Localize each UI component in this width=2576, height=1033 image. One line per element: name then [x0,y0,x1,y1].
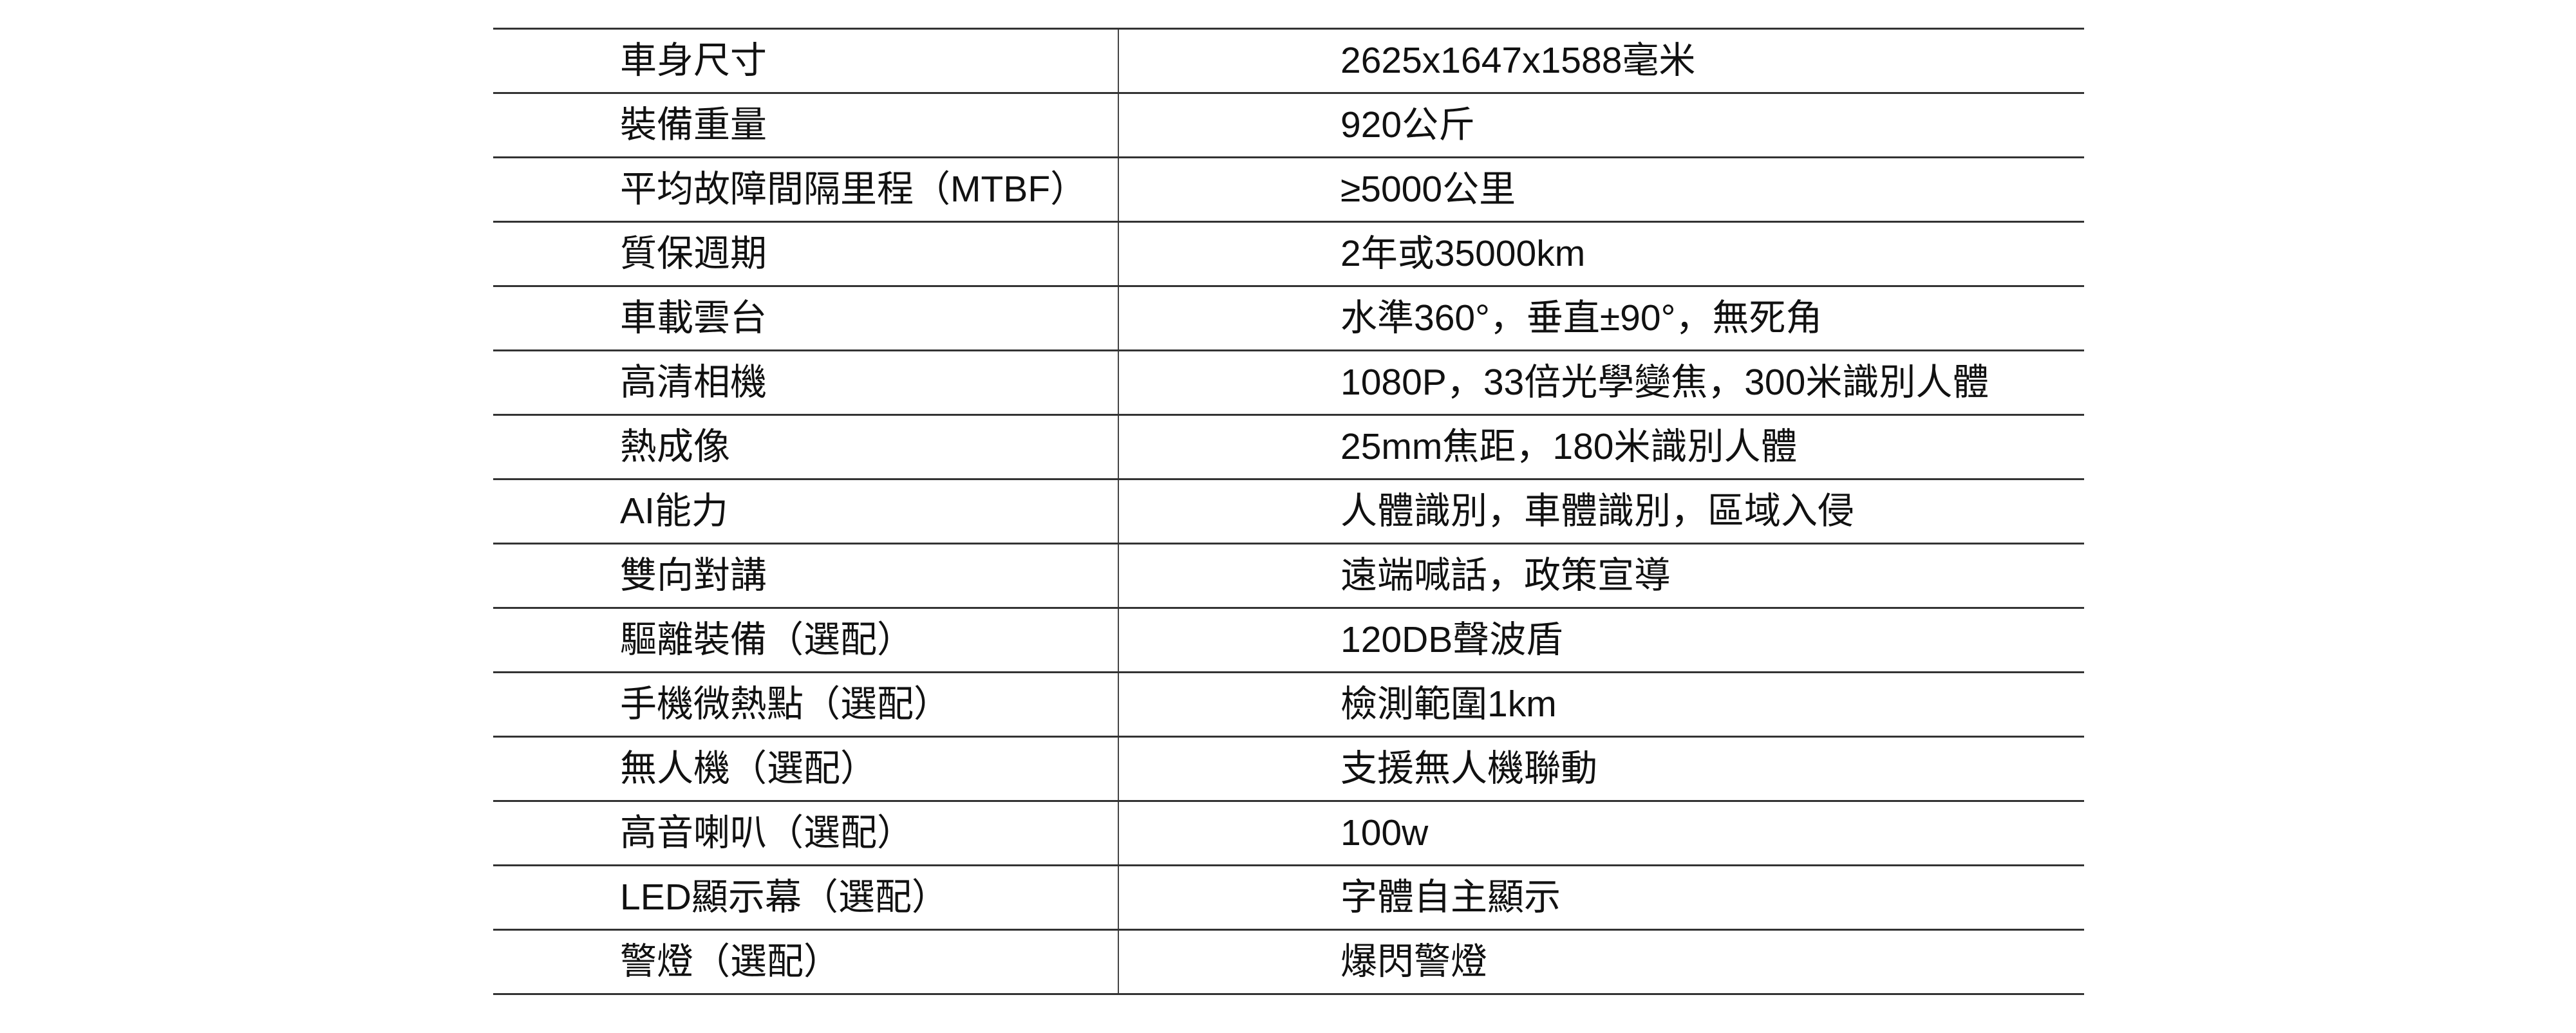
table-row: 車載雲台 水準360°，垂直±90°，無死角 [493,285,2084,349]
spec-label: 無人機（選配） [493,738,1119,800]
spec-label: 高音喇叭（選配） [493,802,1119,864]
table-row: 高清相機 1080P，33倍光學變焦，300米識別人體 [493,349,2084,414]
table-row: 手機微熱點（選配） 檢測範圍1km [493,671,2084,736]
spec-value: 2625x1647x1588毫米 [1340,40,1696,81]
spec-value: 1080P，33倍光學變焦，300米識別人體 [1340,362,1989,403]
table-row: 警燈（選配） 爆閃警燈 [493,929,2084,993]
table-row: 雙向對講 遠端喊話，政策宣導 [493,543,2084,607]
spec-value: 水準360°，垂直±90°，無死角 [1340,297,1823,339]
spec-value: 支援無人機聯動 [1340,748,1597,789]
spec-value: 100w [1340,812,1429,853]
spec-label: 車載雲台 [493,287,1119,349]
spec-label: 手機微熱點（選配） [493,673,1119,736]
spec-label: LED顯示幕（選配） [493,866,1119,929]
spec-value: 遠端喊話，政策宣導 [1340,555,1671,596]
table-row: 質保週期 2年或35000km [493,221,2084,285]
table-row: 無人機（選配） 支援無人機聯動 [493,736,2084,800]
spec-value: 2年或35000km [1340,233,1586,274]
spec-label: 車身尺寸 [493,30,1119,92]
spec-value: 25mm焦距，180米識別人體 [1340,426,1798,467]
spec-label: 質保週期 [493,223,1119,285]
table-row: 裝備重量 920公斤 [493,92,2084,156]
spec-value: 120DB聲波盾 [1340,619,1563,660]
spec-label: 雙向對講 [493,544,1119,607]
spec-label: 熱成像 [493,416,1119,478]
spec-label: 裝備重量 [493,94,1119,156]
spec-value: 字體自主顯示 [1340,877,1561,918]
table-row: 車身尺寸 2625x1647x1588毫米 [493,28,2084,92]
spec-label: 警燈（選配） [493,931,1119,993]
spec-value: 檢測範圍1km [1340,684,1557,725]
table-row: 驅離裝備（選配） 120DB聲波盾 [493,607,2084,671]
spec-label: 驅離裝備（選配） [493,609,1119,671]
spec-value: 爆閃警燈 [1340,941,1487,982]
table-row: LED顯示幕（選配） 字體自主顯示 [493,864,2084,929]
spec-label: 平均故障間隔里程（MTBF） [493,158,1119,221]
spec-label: AI能力 [493,480,1119,543]
table-row: AI能力 人體識別，車體識別，區域入侵 [493,478,2084,543]
spec-value: ≥5000公里 [1340,169,1516,210]
spec-value: 人體識別，車體識別，區域入侵 [1340,490,1854,532]
table-row: 熱成像 25mm焦距，180米識別人體 [493,414,2084,478]
table-row: 高音喇叭（選配） 100w [493,800,2084,864]
spec-label: 高清相機 [493,351,1119,414]
spec-table: 車身尺寸 2625x1647x1588毫米 裝備重量 920公斤 平均故障間隔里… [493,28,2084,995]
table-row: 平均故障間隔里程（MTBF） ≥5000公里 [493,156,2084,221]
spec-value: 920公斤 [1340,104,1476,145]
